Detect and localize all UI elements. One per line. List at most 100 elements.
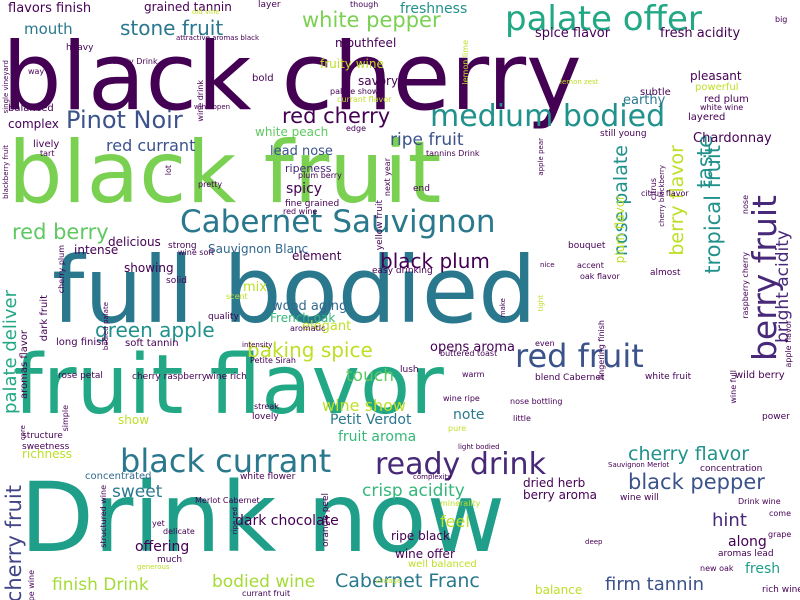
word: intensity <box>242 341 273 349</box>
word: pure <box>448 424 467 433</box>
word: next year <box>383 158 392 197</box>
word: ripe fruit <box>390 130 464 150</box>
word: elegant <box>302 319 352 334</box>
word: wood aging <box>272 299 348 314</box>
word: fruit aroma <box>338 429 417 445</box>
word: wine drink <box>196 80 205 122</box>
word: white peach <box>255 125 329 139</box>
word: complexity <box>413 473 452 481</box>
word: finish Drink <box>52 575 149 595</box>
word: Merlot Cabernet <box>195 496 260 505</box>
word: wine open <box>194 103 231 111</box>
word: dried herb <box>523 476 586 490</box>
word: powerful <box>695 82 739 93</box>
word: earthy <box>623 93 666 108</box>
word: firm tannin <box>605 574 704 595</box>
word: solid <box>166 276 187 286</box>
word: showing <box>124 261 174 275</box>
word: blackberry fruit <box>2 145 10 199</box>
word: note <box>453 407 485 423</box>
word: nose bottling <box>510 397 563 406</box>
word: wine will <box>620 493 659 503</box>
word: white flower <box>240 472 296 482</box>
word: edge <box>346 124 366 133</box>
word: easy drinking <box>372 266 433 276</box>
word: green apple <box>95 318 215 342</box>
word: new oak <box>700 564 734 573</box>
word: ripeness <box>285 162 332 175</box>
word: simple <box>61 405 70 432</box>
word: ripe black <box>391 529 450 543</box>
word: raspberry cherry <box>741 252 750 319</box>
word: wild berry <box>735 370 785 381</box>
word: ready drink <box>375 447 546 482</box>
word: sweetness <box>22 442 70 452</box>
word: mix <box>243 280 267 295</box>
word: old vine <box>192 8 220 16</box>
word: white fruit <box>645 372 692 382</box>
word: plum berry <box>298 171 342 180</box>
word: big <box>775 15 788 24</box>
word: nose <box>741 195 750 215</box>
word: grape <box>768 530 792 539</box>
word: Petite Sirah <box>250 356 296 365</box>
word: end <box>413 184 430 194</box>
word: cherry fruit <box>2 485 26 600</box>
word: hint <box>712 510 747 531</box>
word: rich wine <box>762 585 800 595</box>
word: fruity wine <box>320 57 384 71</box>
word: cherry plum <box>57 245 66 294</box>
word: Cabernet Franc <box>335 570 480 592</box>
word: much <box>157 555 183 565</box>
word: yellow fruit <box>375 200 385 251</box>
word: aromatic <box>290 324 326 333</box>
word: soft tannin <box>125 338 179 349</box>
word: freshness <box>400 1 468 17</box>
word: even <box>535 339 555 348</box>
word: generous <box>137 563 170 571</box>
word: red cherry <box>282 104 391 128</box>
word: red plum <box>704 94 749 105</box>
word: cherry flavor <box>628 443 750 465</box>
word: fruit flavor <box>14 338 444 433</box>
word: spice flavor <box>535 26 611 41</box>
word: come <box>769 509 792 518</box>
word: savory <box>358 74 399 88</box>
word: richness <box>22 447 72 461</box>
word: deep <box>585 538 603 546</box>
word: buttered toast <box>440 349 498 358</box>
word: red wine <box>283 207 318 216</box>
word: stone fruit <box>120 16 224 40</box>
word: lot <box>164 165 173 176</box>
word: make <box>499 298 507 318</box>
word: Drink wine <box>738 497 781 506</box>
word: concentrated <box>85 471 152 482</box>
word: show <box>118 413 150 427</box>
word: black cherry <box>2 23 582 132</box>
word: opens aroma <box>430 340 515 355</box>
word: berry flavor <box>666 145 688 256</box>
word: pleasant <box>690 69 742 83</box>
word: feel <box>440 512 470 531</box>
word: orange peel <box>321 493 331 547</box>
word: single vineyard <box>2 60 10 114</box>
word: acidity Drink <box>107 57 158 66</box>
word: almost <box>650 268 681 278</box>
word: cherry raspberry <box>132 372 208 382</box>
word: apple pear <box>537 138 545 176</box>
word: way <box>28 67 45 76</box>
word: fresh acidity <box>660 26 741 41</box>
word: oak flavor <box>580 272 620 281</box>
word: Sauvignon Merlot <box>608 461 670 469</box>
word: dark fruit <box>39 295 50 342</box>
word: crisp acidity <box>362 481 465 501</box>
word: white wine <box>700 103 744 112</box>
word: ripe red <box>231 507 239 535</box>
word: aromas lead <box>718 549 774 559</box>
word: strong <box>168 241 197 251</box>
word: light bodied <box>458 443 500 451</box>
word: wine soft <box>178 248 215 257</box>
word: Petit Verdot <box>330 412 412 428</box>
word: still young <box>600 129 647 139</box>
word: Pinot Noir <box>66 106 183 134</box>
